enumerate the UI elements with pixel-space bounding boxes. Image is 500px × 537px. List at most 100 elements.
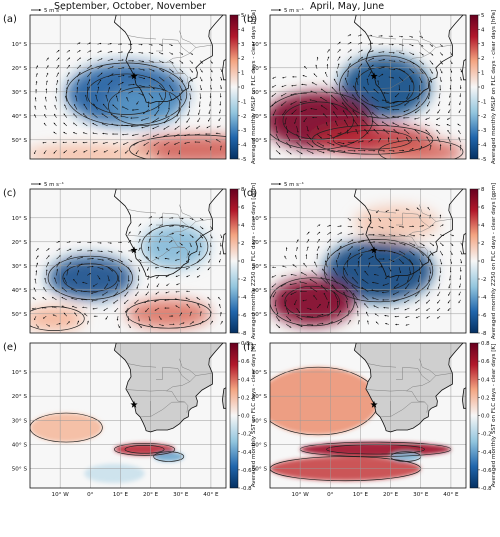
ytick-label-b-3: 40° S — [252, 114, 268, 120]
colorbar-tick-d-3: 2 — [481, 241, 484, 247]
colorbar-tick-e-5: -0.2 — [241, 432, 252, 438]
colorbar-tick-b-7: -2 — [481, 114, 486, 120]
ytick-label-e-3: 40° S — [12, 443, 28, 449]
ytick-label-a-0: 10° S — [12, 42, 28, 48]
colorbar-b — [470, 15, 478, 159]
panel-label-e: (e) — [3, 342, 17, 353]
colorbar-d — [470, 189, 478, 333]
ytick-label-f-0: 10° S — [252, 370, 268, 376]
colorbar-tick-b-4: 1 — [481, 71, 484, 77]
ytick-label-e-1: 20° S — [12, 394, 28, 400]
colorbar-tick-e-4: 0.0 — [241, 414, 250, 420]
panel-label-f: (f) — [243, 342, 254, 353]
anomaly-blob-d-2 — [354, 206, 438, 240]
ytick-label-c-4: 50° S — [12, 312, 28, 318]
reference-arrow-label-d: 5 m s⁻¹ — [284, 181, 304, 188]
season-title-right: April, May, June — [310, 1, 384, 12]
colorbar-tick-f-3: 0.2 — [481, 395, 490, 401]
colorbar-tick-a-8: -3 — [241, 128, 246, 134]
colorbar-tick-c-3: 2 — [241, 241, 244, 247]
panel-label-c: (c) — [3, 188, 16, 199]
colorbar-tick-a-3: 2 — [241, 56, 244, 62]
xtick-label-f-3: 20° E — [383, 492, 399, 498]
colorbar-tick-c-7: -6 — [241, 313, 247, 319]
colorbar-tick-b-1: 4 — [481, 27, 485, 33]
xtick-label-e-2: 10° E — [113, 492, 129, 498]
colorbar-tick-b-8: -3 — [481, 128, 486, 134]
colorbar-tick-d-8: -8 — [481, 331, 487, 337]
ytick-label-e-4: 50° S — [12, 467, 28, 473]
colorbar-tick-a-1: 4 — [241, 27, 245, 33]
colorbar-tick-c-5: -2 — [241, 277, 246, 283]
ytick-label-a-3: 40° S — [12, 114, 28, 120]
colorbar-a — [230, 15, 238, 159]
colorbar-label-b: Averaged monthly MSLP on FLC days - clea… — [491, 10, 497, 164]
colorbar-tick-b-9: -4 — [481, 143, 487, 149]
ytick-label-a-4: 50° S — [12, 138, 28, 144]
colorbar-c — [230, 189, 238, 333]
ytick-label-d-1: 20° S — [252, 240, 268, 246]
colorbar-tick-a-7: -2 — [241, 114, 246, 120]
colorbar-tick-d-6: -4 — [481, 295, 487, 301]
colorbar-tick-a-4: 1 — [241, 71, 244, 77]
panel-d: (d)5 m s⁻¹10° S20° S30° S40° S50° S86420… — [243, 181, 497, 339]
xtick-label-e-1: 0° — [87, 492, 94, 498]
colorbar-tick-b-5: 0 — [481, 85, 485, 91]
ytick-label-f-2: 30° S — [252, 418, 268, 424]
reference-arrow-label-a: 5 m s⁻¹ — [44, 7, 64, 14]
ytick-label-d-0: 10° S — [252, 216, 268, 222]
ytick-label-b-4: 50° S — [252, 138, 268, 144]
colorbar-tick-b-0: 5 — [481, 13, 484, 19]
ytick-label-c-3: 40° S — [12, 288, 28, 294]
colorbar-tick-d-1: 6 — [481, 205, 485, 211]
reference-arrow-label-b: 5 m s⁻¹ — [284, 7, 304, 14]
ytick-label-d-2: 30° S — [252, 264, 268, 270]
panel-label-b: (b) — [243, 14, 257, 25]
ytick-label-c-1: 20° S — [12, 240, 28, 246]
colorbar-tick-b-6: -1 — [481, 99, 486, 105]
ytick-label-e-2: 30° S — [12, 418, 28, 424]
ytick-label-b-1: 20° S — [252, 66, 268, 72]
xtick-label-f-2: 10° E — [353, 492, 369, 498]
colorbar-tick-a-2: 3 — [241, 42, 244, 48]
xtick-label-e-3: 20° E — [143, 492, 159, 498]
ytick-label-d-3: 40° S — [252, 288, 268, 294]
colorbar-tick-a-10: -5 — [241, 157, 246, 163]
colorbar-tick-f-4: 0.0 — [481, 414, 490, 420]
xtick-label-e-4: 30° E — [173, 492, 189, 498]
ytick-label-a-2: 30° S — [12, 90, 28, 96]
panel-c: (c)5 m s⁻¹10° S20° S30° S40° S50° S86420… — [3, 181, 257, 339]
xtick-label-f-1: 0° — [327, 492, 334, 498]
colorbar-tick-e-1: 0.6 — [241, 359, 250, 365]
colorbar-tick-d-0: 8 — [481, 187, 485, 193]
colorbar-e — [230, 343, 238, 488]
colorbar-tick-d-4: 0 — [481, 259, 485, 265]
panel-label-d: (d) — [243, 188, 257, 199]
colorbar-tick-a-6: -1 — [241, 99, 246, 105]
ytick-label-d-4: 50° S — [252, 312, 268, 318]
colorbar-f — [470, 343, 478, 488]
panel-b: (b)5 m s⁻¹10° S20° S30° S40° S50° S54321… — [243, 7, 497, 164]
colorbar-tick-a-9: -4 — [241, 143, 247, 149]
xtick-label-e-5: 40° E — [203, 492, 219, 498]
xtick-label-f-4: 30° E — [413, 492, 429, 498]
colorbar-tick-c-6: -4 — [241, 295, 247, 301]
ytick-label-a-1: 20° S — [12, 66, 28, 72]
colorbar-tick-b-2: 3 — [481, 42, 484, 48]
panel-a: (a)5 m s⁻¹10° S20° S30° S40° S50° S54321… — [3, 7, 262, 164]
ytick-label-f-1: 20° S — [252, 394, 268, 400]
colorbar-tick-e-2: 0.4 — [241, 377, 250, 383]
season-title-left: September, October, November — [54, 1, 206, 12]
colorbar-tick-c-4: 0 — [241, 259, 245, 265]
ytick-label-f-3: 40° S — [252, 443, 268, 449]
colorbar-tick-b-10: -5 — [481, 157, 486, 163]
panel-label-a: (a) — [3, 14, 17, 25]
ytick-label-e-0: 10° S — [12, 370, 28, 376]
colorbar-tick-d-5: -2 — [481, 277, 486, 283]
anomaly-blob-e-3 — [84, 464, 144, 483]
colorbar-tick-c-8: -8 — [241, 331, 247, 337]
colorbar-tick-b-3: 2 — [481, 56, 484, 62]
